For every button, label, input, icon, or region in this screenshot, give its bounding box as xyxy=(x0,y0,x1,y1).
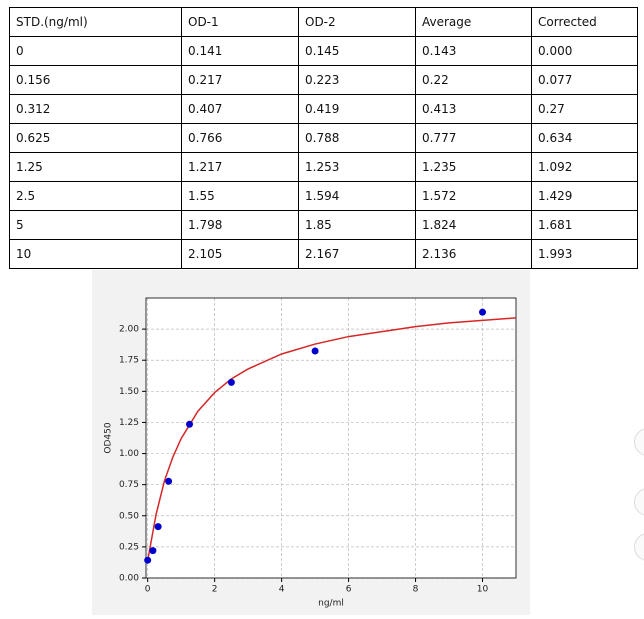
data-point xyxy=(186,420,194,428)
table-cell: 1.85 xyxy=(298,210,416,240)
table-cell: 0.156 xyxy=(9,65,182,95)
table-cell: OD-1 xyxy=(181,7,299,37)
data-table: STD.(ng/ml) OD-1 OD-2 Average Corrected 0 0.14… xyxy=(9,7,638,269)
table-cell: 1.572 xyxy=(415,181,532,211)
x-axis-label: ng/ml xyxy=(318,599,344,609)
y-tick-label: 1.25 xyxy=(119,418,139,428)
table-cell: 0.766 xyxy=(181,123,299,153)
table-row: 2.5 1.55 1.594 1.572 1.429 xyxy=(9,181,638,211)
table-cell: 1.993 xyxy=(531,239,638,269)
table-cell: OD-2 xyxy=(298,7,416,37)
table-cell: 1.253 xyxy=(298,152,416,182)
table-row: 0 0.141 0.145 0.143 0.000 xyxy=(9,36,638,66)
table-cell: 2.136 xyxy=(415,239,532,269)
table-cell: Average xyxy=(415,7,532,37)
table-cell: 0.000 xyxy=(531,36,638,66)
y-axis-label: OD450 xyxy=(104,422,114,453)
table-cell: 5 xyxy=(9,210,182,240)
data-point xyxy=(165,477,173,485)
table-row: STD.(ng/ml) OD-1 OD-2 Average Corrected xyxy=(9,7,638,37)
table-cell: 0.141 xyxy=(181,36,299,66)
data-point xyxy=(227,378,235,386)
x-tick-label: 0 xyxy=(145,585,151,595)
table-cell: 0.223 xyxy=(298,65,416,95)
table-cell: 1.217 xyxy=(181,152,299,182)
side-button[interactable] xyxy=(634,488,644,516)
plot-area xyxy=(146,298,516,578)
table-row: 5 1.798 1.85 1.824 1.681 xyxy=(9,210,638,240)
table-cell: Corrected xyxy=(531,7,638,37)
table-cell: 1.824 xyxy=(415,210,532,240)
table-cell: 10 xyxy=(9,239,182,269)
data-point xyxy=(154,523,162,531)
side-button[interactable] xyxy=(634,428,644,456)
table-row: 0.312 0.407 0.419 0.413 0.27 xyxy=(9,94,638,124)
table-cell: 1.235 xyxy=(415,152,532,182)
table-cell: 0.217 xyxy=(181,65,299,95)
table-cell: STD.(ng/ml) xyxy=(9,7,182,37)
data-point xyxy=(144,556,152,564)
table-cell: 1.429 xyxy=(531,181,638,211)
table-cell: 0.407 xyxy=(181,94,299,124)
table-cell: 0.077 xyxy=(531,65,638,95)
table-cell: 1.092 xyxy=(531,152,638,182)
y-tick-label: 1.75 xyxy=(119,356,139,366)
table-cell: 0.419 xyxy=(298,94,416,124)
x-tick-label: 4 xyxy=(279,585,285,595)
x-tick-label: 2 xyxy=(212,585,218,595)
data-point xyxy=(311,347,319,355)
table-cell: 1.798 xyxy=(181,210,299,240)
table-cell: 1.25 xyxy=(9,152,182,182)
table-cell: 1.681 xyxy=(531,210,638,240)
table-cell: 2.105 xyxy=(181,239,299,269)
table-cell: 2.5 xyxy=(9,181,182,211)
y-tick-label: 2.00 xyxy=(119,325,139,335)
table-row: 0.625 0.766 0.788 0.777 0.634 xyxy=(9,123,638,153)
y-tick-label: 1.00 xyxy=(119,449,139,459)
table-cell: 0.27 xyxy=(531,94,638,124)
table-row: 1.25 1.217 1.253 1.235 1.092 xyxy=(9,152,638,182)
table-cell: 2.167 xyxy=(298,239,416,269)
table-cell: 0.143 xyxy=(415,36,532,66)
fit-curve xyxy=(146,317,517,561)
y-tick-label: 0.50 xyxy=(119,511,139,521)
table-cell: 0.634 xyxy=(531,123,638,153)
x-tick-label: 6 xyxy=(346,585,352,595)
data-point xyxy=(479,308,487,316)
table-cell: 0.413 xyxy=(415,94,532,124)
table-row: 0.156 0.217 0.223 0.22 0.077 xyxy=(9,65,638,95)
side-button[interactable] xyxy=(634,533,644,561)
y-tick-label: 0.75 xyxy=(119,480,139,490)
y-tick-label: 1.50 xyxy=(119,387,139,397)
table-cell: 0.22 xyxy=(415,65,532,95)
y-tick-label: 0.00 xyxy=(119,574,139,584)
table-cell: 0.777 xyxy=(415,123,532,153)
data-point xyxy=(149,547,157,555)
x-tick-label: 10 xyxy=(477,585,489,595)
table-cell: 0.788 xyxy=(298,123,416,153)
table-row: 10 2.105 2.167 2.136 1.993 xyxy=(9,239,638,269)
plot-frame xyxy=(145,297,517,579)
table-cell: 0.625 xyxy=(9,123,182,153)
table-cell: 1.55 xyxy=(181,181,299,211)
table-cell: 0.145 xyxy=(298,36,416,66)
y-tick-label: 0.25 xyxy=(119,542,139,552)
table-cell: 0 xyxy=(9,36,182,66)
chart-panel: 0 2 4 6 8 10 0.00 0.25 0.50 0.75 1.00 1.25 1.50 1.75 2… xyxy=(92,270,530,615)
table-cell: 0.312 xyxy=(9,94,182,124)
table-cell: 1.594 xyxy=(298,181,416,211)
x-tick-label: 8 xyxy=(413,585,419,595)
chart: 0 2 4 6 8 10 0.00 0.25 0.50 0.75 1.00 1.25 1.50 1.75 2… xyxy=(104,297,517,609)
